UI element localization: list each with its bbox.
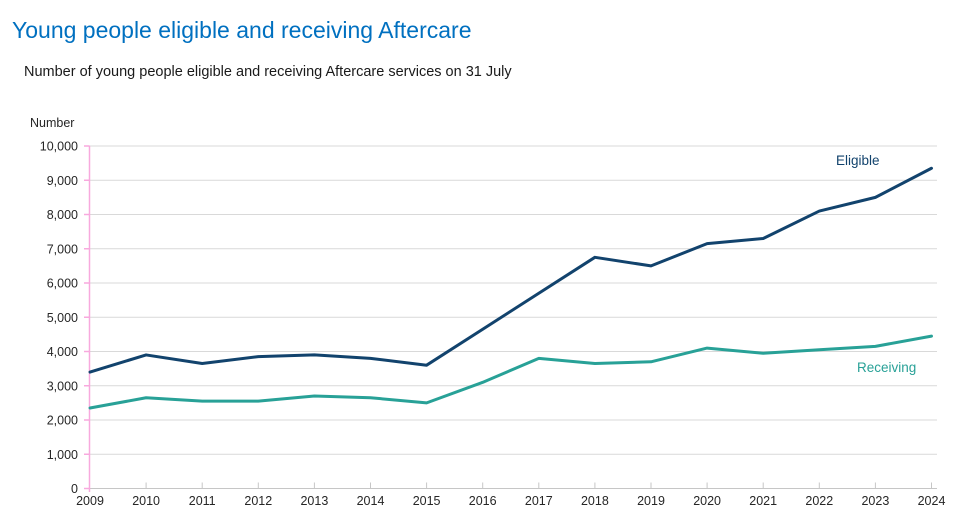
chart-subtitle: Number of young people eligible and rece… (24, 64, 512, 80)
y-tick-label: 8,000 (47, 208, 78, 222)
series-line-receiving (88, 334, 933, 410)
x-tick-label: 2012 (244, 494, 272, 508)
x-tick-label: 2013 (300, 494, 328, 508)
x-tick-label: 2009 (76, 494, 104, 508)
y-tick-label: 1,000 (47, 448, 78, 462)
x-tick-label: 2010 (132, 494, 160, 508)
y-tick-label: 6,000 (47, 277, 78, 291)
y-axis-title: Number (30, 116, 74, 130)
y-tick-label: 2,000 (47, 414, 78, 428)
series-label-eligible: Eligible (836, 153, 880, 168)
y-tick-label: 9,000 (47, 174, 78, 188)
x-tick-label: 2023 (861, 494, 889, 508)
chart-title: Young people eligible and receiving Afte… (12, 17, 472, 43)
series-label-receiving: Receiving (857, 360, 916, 375)
series-line-eligible (88, 166, 933, 374)
y-tick-label: 0 (71, 482, 78, 496)
x-tick-label: 2022 (805, 494, 833, 508)
y-tick-label: 5,000 (47, 311, 78, 325)
x-tick-label: 2011 (189, 494, 216, 508)
y-tick-label: 10,000 (40, 140, 78, 154)
x-tick-label: 2019 (637, 494, 665, 508)
x-tick-label: 2018 (581, 494, 609, 508)
y-tick-label: 3,000 (47, 379, 78, 393)
x-tick-label: 2020 (693, 494, 721, 508)
x-tick-label: 2015 (413, 494, 441, 508)
x-tick-label: 2017 (525, 494, 553, 508)
x-tick-label: 2016 (469, 494, 497, 508)
x-tick-label: 2024 (918, 494, 946, 508)
x-tick-label: 2014 (357, 494, 385, 508)
x-tick-label: 2021 (749, 494, 777, 508)
y-tick-label: 4,000 (47, 345, 78, 359)
y-tick-label: 7,000 (47, 242, 78, 256)
